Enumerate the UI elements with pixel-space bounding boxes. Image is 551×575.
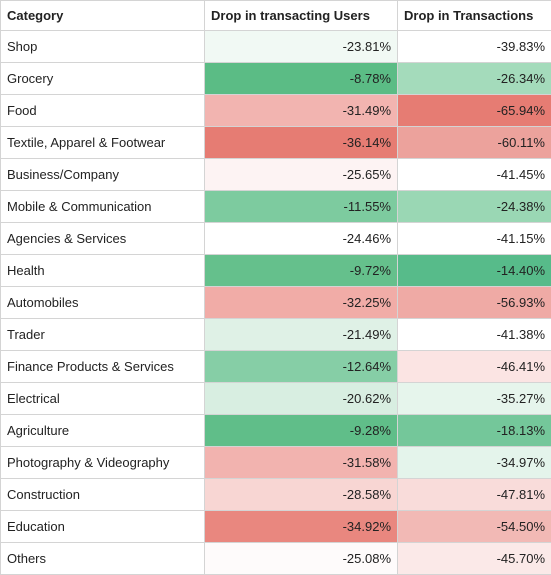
table-row: Grocery-8.78%-26.34% [1, 63, 551, 95]
drop-users-cell[interactable]: -8.78% [205, 63, 398, 95]
category-cell[interactable]: Shop [1, 31, 205, 63]
table-row: Electrical-20.62%-35.27% [1, 383, 551, 415]
drop-users-cell[interactable]: -28.58% [205, 479, 398, 511]
category-cell[interactable]: Business/Company [1, 159, 205, 191]
table-row: Construction-28.58%-47.81% [1, 479, 551, 511]
header-drop-transactions[interactable]: Drop in Transactions [398, 1, 551, 31]
category-cell[interactable]: Grocery [1, 63, 205, 95]
category-cell[interactable]: Agencies & Services [1, 223, 205, 255]
drop-users-cell[interactable]: -23.81% [205, 31, 398, 63]
drop-users-cell[interactable]: -11.55% [205, 191, 398, 223]
category-cell[interactable]: Agriculture [1, 415, 205, 447]
drop-transactions-cell[interactable]: -54.50% [398, 511, 551, 543]
header-row: Category Drop in transacting Users Drop … [1, 1, 551, 31]
drop-transactions-cell[interactable]: -39.83% [398, 31, 551, 63]
category-cell[interactable]: Photography & Videography [1, 447, 205, 479]
drop-users-cell[interactable]: -24.46% [205, 223, 398, 255]
header-category[interactable]: Category [1, 1, 205, 31]
drop-transactions-cell[interactable]: -47.81% [398, 479, 551, 511]
drop-transactions-cell[interactable]: -41.38% [398, 319, 551, 351]
table-row: Shop-23.81%-39.83% [1, 31, 551, 63]
drop-users-cell[interactable]: -31.58% [205, 447, 398, 479]
category-cell[interactable]: Trader [1, 319, 205, 351]
table-row: Business/Company-25.65%-41.45% [1, 159, 551, 191]
table-row: Agriculture-9.28%-18.13% [1, 415, 551, 447]
drop-users-cell[interactable]: -9.28% [205, 415, 398, 447]
category-cell[interactable]: Food [1, 95, 205, 127]
drop-transactions-cell[interactable]: -34.97% [398, 447, 551, 479]
table-row: Mobile & Communication-11.55%-24.38% [1, 191, 551, 223]
drop-transactions-cell[interactable]: -41.15% [398, 223, 551, 255]
table-row: Trader-21.49%-41.38% [1, 319, 551, 351]
category-cell[interactable]: Automobiles [1, 287, 205, 319]
drop-users-cell[interactable]: -34.92% [205, 511, 398, 543]
table-row: Agencies & Services-24.46%-41.15% [1, 223, 551, 255]
category-cell[interactable]: Textile, Apparel & Footwear [1, 127, 205, 159]
drop-users-cell[interactable]: -9.72% [205, 255, 398, 287]
table-row: Photography & Videography-31.58%-34.97% [1, 447, 551, 479]
table-row: Automobiles-32.25%-56.93% [1, 287, 551, 319]
drop-transactions-cell[interactable]: -56.93% [398, 287, 551, 319]
table-row: Health-9.72%-14.40% [1, 255, 551, 287]
category-cell[interactable]: Electrical [1, 383, 205, 415]
table-row: Textile, Apparel & Footwear-36.14%-60.11… [1, 127, 551, 159]
drop-transactions-cell[interactable]: -26.34% [398, 63, 551, 95]
table-row: Food-31.49%-65.94% [1, 95, 551, 127]
drop-users-cell[interactable]: -32.25% [205, 287, 398, 319]
table-row: Finance Products & Services-12.64%-46.41… [1, 351, 551, 383]
category-cell[interactable]: Mobile & Communication [1, 191, 205, 223]
category-cell[interactable]: Finance Products & Services [1, 351, 205, 383]
table-row: Others-25.08%-45.70% [1, 543, 551, 575]
category-cell[interactable]: Education [1, 511, 205, 543]
drop-transactions-cell[interactable]: -45.70% [398, 543, 551, 575]
drop-transactions-cell[interactable]: -46.41% [398, 351, 551, 383]
table-row: Education-34.92%-54.50% [1, 511, 551, 543]
category-cell[interactable]: Others [1, 543, 205, 575]
category-cell[interactable]: Construction [1, 479, 205, 511]
drop-transactions-cell[interactable]: -35.27% [398, 383, 551, 415]
drop-users-cell[interactable]: -36.14% [205, 127, 398, 159]
drop-transactions-cell[interactable]: -14.40% [398, 255, 551, 287]
drop-users-cell[interactable]: -31.49% [205, 95, 398, 127]
drop-users-cell[interactable]: -25.65% [205, 159, 398, 191]
drop-transactions-cell[interactable]: -41.45% [398, 159, 551, 191]
drop-transactions-cell[interactable]: -60.11% [398, 127, 551, 159]
header-drop-users[interactable]: Drop in transacting Users [205, 1, 398, 31]
drop-users-cell[interactable]: -21.49% [205, 319, 398, 351]
drop-transactions-cell[interactable]: -24.38% [398, 191, 551, 223]
drop-transactions-cell[interactable]: -18.13% [398, 415, 551, 447]
category-cell[interactable]: Health [1, 255, 205, 287]
drop-transactions-cell[interactable]: -65.94% [398, 95, 551, 127]
drop-users-cell[interactable]: -25.08% [205, 543, 398, 575]
drop-users-cell[interactable]: -20.62% [205, 383, 398, 415]
drop-users-cell[interactable]: -12.64% [205, 351, 398, 383]
